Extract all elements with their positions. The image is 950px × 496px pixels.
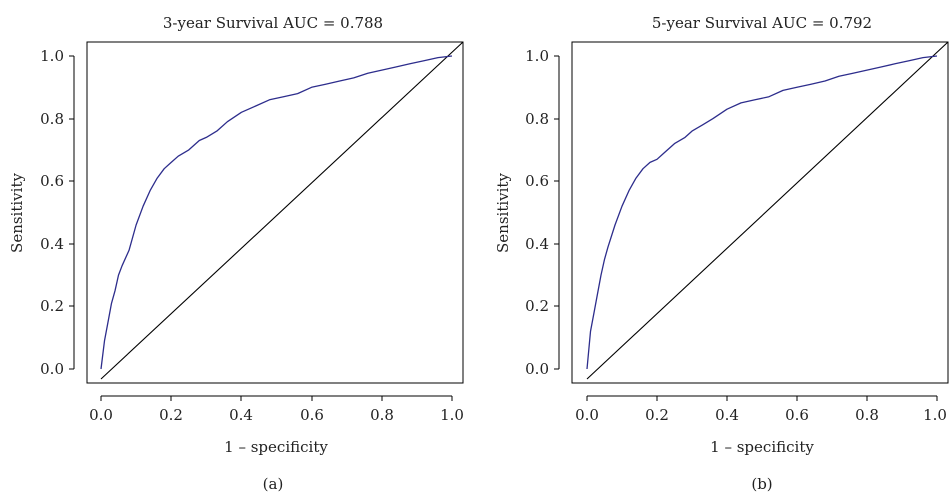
chart-title: 5-year Survival AUC = 0.792 [652,14,872,32]
x-tick-label: 0.8 [370,406,394,424]
y-tick-label: 1.0 [40,47,64,65]
panel-label: (a) [263,475,284,493]
plot-frame [86,41,464,384]
x-tick-label: 1.0 [923,406,947,424]
chart-panel-a: 3-year Survival AUC = 0.788 0.0 0.2 0.4 … [8,14,464,493]
roc-curve-line [586,55,938,370]
x-tick-label: 0.6 [785,406,809,424]
x-tick-label: 0.4 [715,406,739,424]
x-axis-label: 1 – specificity [710,438,814,456]
plot-area [586,41,949,380]
y-axis-label: Sensitivity [8,173,26,253]
y-axis-label: Sensitivity [494,173,512,253]
x-tick-label: 0.4 [229,406,253,424]
reference-diagonal-line [100,41,464,380]
panel-label: (b) [751,475,772,493]
x-tick-label: 0.0 [89,406,113,424]
y-tick-label: 1.0 [525,47,549,65]
x-tick-label: 0.2 [645,406,669,424]
y-tick-label: 0.8 [40,110,64,128]
y-tick-label: 0.8 [525,110,549,128]
y-axis: 0.0 0.2 0.4 0.6 0.8 1.0 [525,47,560,378]
y-tick-label: 0.6 [40,172,64,190]
x-tick-label: 0.8 [855,406,879,424]
x-tick-label: 0.0 [575,406,599,424]
x-tick-label: 0.2 [159,406,183,424]
y-tick-label: 0.2 [40,297,64,315]
y-tick-label: 0.4 [40,235,64,253]
plot-area [100,41,464,380]
y-tick-label: 0.0 [40,360,64,378]
y-tick-label: 0.4 [525,235,549,253]
y-tick-label: 0.2 [525,297,549,315]
x-axis: 0.0 0.2 0.4 0.6 0.8 1.0 [575,395,947,424]
chart-panel-b: 5-year Survival AUC = 0.792 0.0 0.2 0.4 … [494,14,949,493]
y-tick-label: 0.6 [525,172,549,190]
y-tick-label: 0.0 [525,360,549,378]
y-axis: 0.0 0.2 0.4 0.6 0.8 1.0 [40,47,75,378]
x-axis-label: 1 – specificity [224,438,328,456]
x-axis: 0.0 0.2 0.4 0.6 0.8 1.0 [89,395,464,424]
x-tick-label: 1.0 [440,406,464,424]
roc-curve-line [100,55,453,370]
reference-diagonal-line [586,41,949,380]
chart-title: 3-year Survival AUC = 0.788 [163,14,383,32]
x-tick-label: 0.6 [300,406,324,424]
plot-frame [571,41,949,384]
